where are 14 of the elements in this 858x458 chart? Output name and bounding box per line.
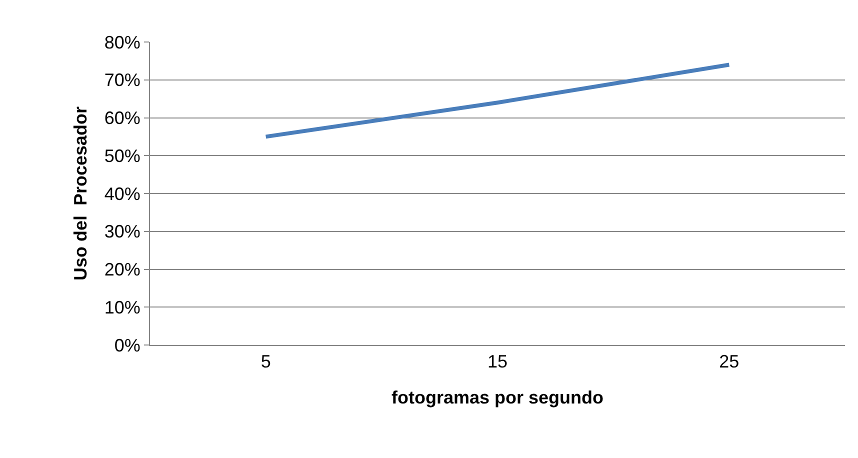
y-tick-label: 10% <box>104 297 140 318</box>
y-axis-title: Uso del Procesador <box>70 106 91 281</box>
y-tick-label: 80% <box>104 32 140 52</box>
y-tick-label: 30% <box>104 222 140 242</box>
x-tick-label: 25 <box>719 352 740 372</box>
y-tick-label: 20% <box>104 260 140 280</box>
y-tick-label: 40% <box>104 184 140 204</box>
y-tick-label: 60% <box>104 108 140 128</box>
x-tick-label: 15 <box>487 352 508 372</box>
y-tick-label: 70% <box>104 70 140 90</box>
x-tick-label: 5 <box>260 352 271 372</box>
x-axis-title: fotogramas por segundo <box>391 388 604 408</box>
y-tick-label: 50% <box>104 146 140 166</box>
y-tick-label: 0% <box>114 335 140 356</box>
